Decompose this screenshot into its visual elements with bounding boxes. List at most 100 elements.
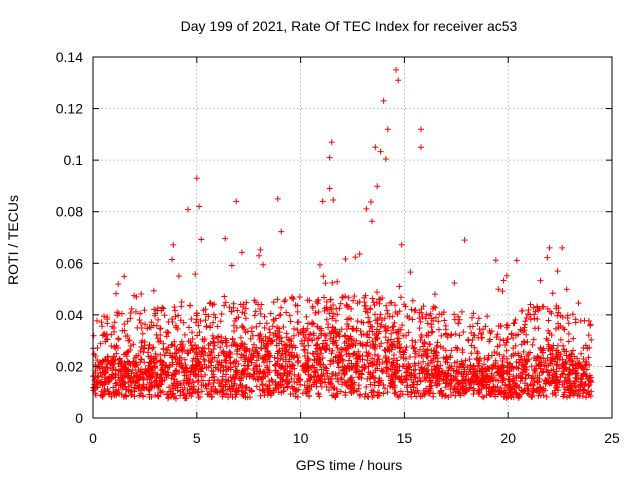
y-tick-label: 0.08 (56, 204, 83, 220)
data-point (321, 379, 328, 386)
data-point (192, 355, 199, 362)
data-point (149, 345, 156, 352)
data-point (516, 384, 523, 391)
data-point (205, 390, 212, 397)
data-point (447, 352, 454, 359)
data-point (183, 372, 190, 379)
data-point (499, 362, 506, 369)
data-point (510, 345, 517, 352)
data-point (234, 369, 241, 376)
data-point (304, 365, 311, 372)
data-point (450, 367, 457, 374)
data-point (550, 342, 557, 349)
data-point (574, 370, 581, 377)
data-point (566, 366, 573, 373)
data-point (460, 329, 467, 336)
data-point (276, 335, 283, 342)
data-point (406, 314, 413, 321)
data-point (170, 241, 177, 248)
data-point (547, 347, 554, 354)
data-point (441, 317, 448, 324)
data-point (396, 345, 403, 352)
data-point (188, 342, 195, 349)
data-point (256, 252, 263, 259)
data-point (384, 357, 391, 364)
data-point (360, 319, 367, 326)
data-point (266, 326, 273, 333)
data-point (222, 391, 229, 398)
data-point (530, 336, 537, 343)
data-point (384, 126, 391, 133)
data-point (154, 307, 161, 314)
data-point (549, 290, 556, 297)
data-point (359, 367, 366, 374)
data-point (527, 316, 534, 323)
data-point (418, 331, 425, 338)
data-point (286, 342, 293, 349)
data-point (466, 379, 473, 386)
data-point (165, 319, 172, 326)
data-point (141, 342, 148, 349)
data-point (369, 324, 376, 331)
data-point (561, 379, 568, 386)
data-point (261, 353, 268, 360)
data-point (203, 385, 210, 392)
data-point (128, 391, 135, 398)
data-point (387, 336, 394, 343)
data-point (211, 342, 218, 349)
data-point (336, 349, 343, 356)
data-point (193, 175, 200, 182)
data-point (492, 363, 499, 370)
data-point (181, 356, 188, 363)
data-point (218, 362, 225, 369)
data-point (468, 350, 475, 357)
data-point (354, 318, 361, 325)
data-point (564, 374, 571, 381)
data-point (486, 336, 493, 343)
data-point (125, 368, 132, 375)
data-point (280, 387, 287, 394)
data-point (310, 330, 317, 337)
data-point (352, 369, 359, 376)
data-point (242, 315, 249, 322)
data-point (351, 337, 358, 344)
data-point (542, 376, 549, 383)
data-point (208, 388, 215, 395)
data-point (221, 302, 228, 309)
data-point (357, 327, 364, 334)
data-point (329, 279, 336, 286)
data-point (138, 339, 145, 346)
data-point (462, 382, 469, 389)
data-point (288, 352, 295, 359)
data-point (458, 308, 465, 315)
data-point (432, 366, 439, 373)
data-point (409, 297, 416, 304)
data-point (448, 376, 455, 383)
data-point (94, 344, 101, 351)
data-point (210, 335, 217, 342)
data-point (322, 364, 329, 371)
data-point (304, 320, 311, 327)
data-point (177, 392, 184, 399)
data-point (543, 335, 550, 342)
data-point (384, 389, 391, 396)
data-point (184, 348, 191, 355)
data-point (237, 334, 244, 341)
data-point (341, 366, 348, 373)
data-point (209, 393, 216, 400)
data-point (260, 387, 267, 394)
data-point (276, 325, 283, 332)
data-point (99, 363, 106, 370)
data-point (263, 343, 270, 350)
data-point (147, 355, 154, 362)
data-point (537, 361, 544, 368)
data-point (338, 346, 345, 353)
data-point (356, 251, 363, 258)
data-point (565, 320, 572, 327)
data-point (540, 303, 547, 310)
data-point (270, 318, 277, 325)
data-point (583, 373, 590, 380)
data-point (470, 310, 477, 317)
data-point (483, 392, 490, 399)
